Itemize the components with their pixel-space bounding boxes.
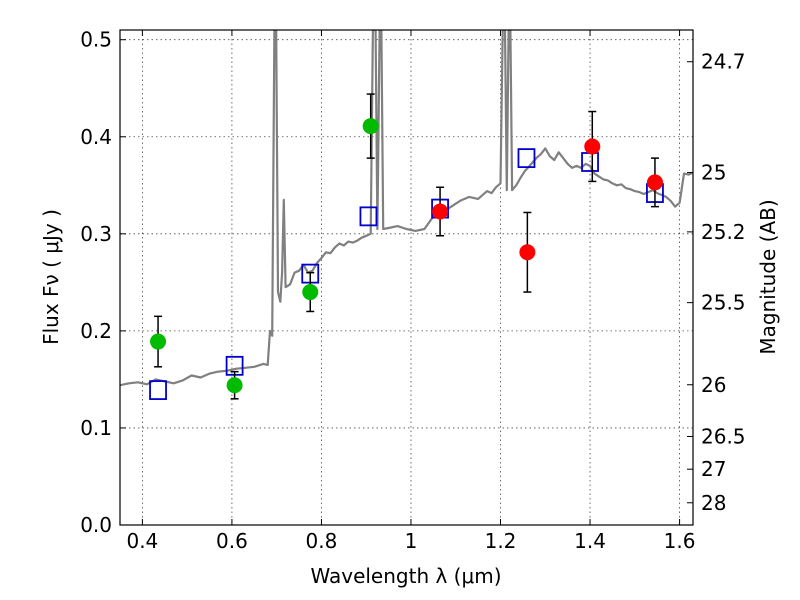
x-tick-label: 1.2 xyxy=(485,529,517,553)
right-tick-label: 24.7 xyxy=(701,50,746,74)
x-tick-label: 0.6 xyxy=(216,529,248,553)
x-tick-label: 1 xyxy=(405,529,418,553)
x-axis-label: Wavelength λ (μm) xyxy=(310,564,501,588)
x-tick-label: 0.4 xyxy=(126,529,158,553)
right-tick-label: 25.2 xyxy=(701,220,746,244)
plot-background xyxy=(120,30,693,525)
red-data-point xyxy=(519,244,536,261)
green-data-point xyxy=(362,118,379,135)
y-right-axis-label: Magnitude (AB) xyxy=(756,199,780,354)
x-tick-label: 1.6 xyxy=(664,529,696,553)
model-square-marker xyxy=(359,206,378,227)
y-tick-label: 0.0 xyxy=(80,513,112,537)
right-tick-label: 25 xyxy=(701,161,726,185)
y-tick-label: 0.5 xyxy=(80,28,112,52)
model-square-marker xyxy=(517,148,536,169)
green-data-point xyxy=(302,284,319,301)
y-tick-label: 0.3 xyxy=(80,222,112,246)
y-tick-label: 0.4 xyxy=(80,125,112,149)
right-tick-label: 28 xyxy=(701,491,726,515)
points-layer xyxy=(149,93,664,400)
right-tick-label: 25.5 xyxy=(701,291,746,315)
y-tick-label: 0.2 xyxy=(80,319,112,343)
right-tick-label: 26.5 xyxy=(701,424,746,448)
green-data-point xyxy=(226,377,243,394)
spectrum-line xyxy=(120,30,693,387)
right-tick-label: 26 xyxy=(701,373,726,397)
x-tick-label: 1.4 xyxy=(574,529,606,553)
ticks-layer: 0.4 0.6 0.8 1 1.2 1.4 1.6 0.0 0.1 0.2 0.3 0.4 0.5 24.… xyxy=(80,28,745,553)
x-tick-label: 0.8 xyxy=(306,529,338,553)
red-data-point xyxy=(584,138,601,155)
red-data-point xyxy=(646,174,663,191)
model-square-marker xyxy=(149,380,167,400)
plot-frame xyxy=(119,29,694,526)
spectrum-layer xyxy=(120,30,693,387)
y-tick-label: 0.1 xyxy=(80,416,112,440)
right-tick-label: 27 xyxy=(701,457,726,481)
green-data-point xyxy=(150,333,167,350)
red-data-point xyxy=(432,203,449,220)
y-axis-label: Flux Fν ( μJy ) xyxy=(39,209,63,345)
